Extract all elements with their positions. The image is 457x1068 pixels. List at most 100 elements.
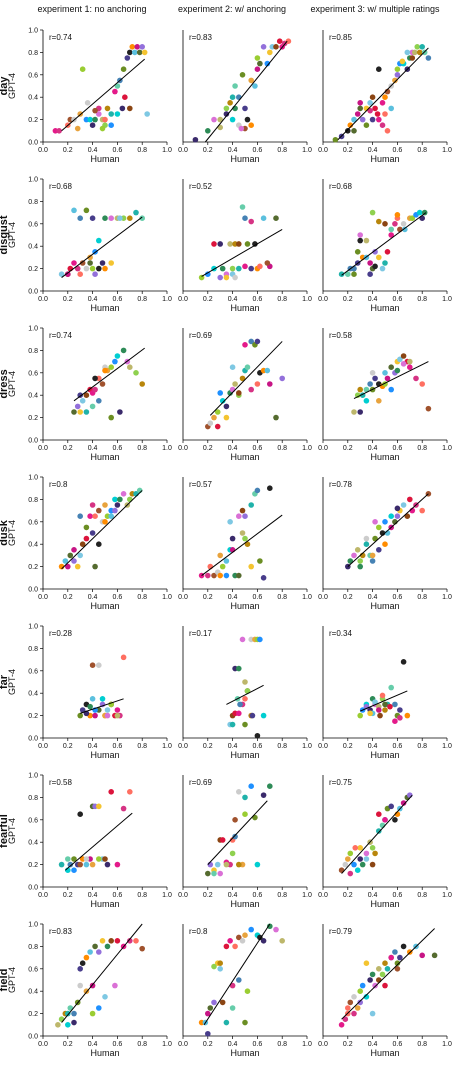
data-point bbox=[419, 952, 426, 959]
data-point bbox=[217, 552, 223, 559]
data-point bbox=[211, 963, 217, 970]
data-point bbox=[217, 572, 223, 579]
y-axis-label: GPT-4 bbox=[7, 669, 17, 695]
data-point bbox=[136, 49, 143, 56]
data-point bbox=[354, 249, 361, 255]
data-point bbox=[397, 356, 403, 363]
data-point bbox=[114, 707, 121, 713]
data-point bbox=[382, 541, 388, 547]
regression-line bbox=[209, 341, 283, 416]
data-point bbox=[134, 44, 141, 50]
data-point bbox=[254, 487, 261, 494]
data-point bbox=[248, 338, 254, 345]
data-point bbox=[127, 938, 133, 944]
data-point bbox=[237, 701, 243, 708]
data-point bbox=[372, 850, 378, 857]
data-point bbox=[347, 122, 354, 128]
scatter-panel: 0.0 0.2 0.4 0.6 0.8 1.0 Human r=0.69 bbox=[178, 328, 312, 462]
data-point bbox=[83, 954, 90, 961]
data-point bbox=[71, 547, 77, 553]
x-tick-label: 0.6 bbox=[393, 296, 403, 303]
x-axis-label: Human bbox=[370, 1048, 399, 1058]
y-tick-label: 0.6 bbox=[28, 668, 38, 675]
data-point bbox=[342, 861, 349, 868]
data-point bbox=[229, 850, 236, 857]
y-tick-label: 0.8 bbox=[28, 348, 38, 355]
x-tick-label: 0.4 bbox=[88, 743, 98, 750]
data-point bbox=[372, 105, 378, 112]
y-tick-label: 0.2 bbox=[28, 862, 38, 869]
data-point bbox=[242, 513, 248, 519]
data-point bbox=[120, 66, 127, 72]
data-point bbox=[207, 1005, 214, 1011]
data-point bbox=[217, 390, 223, 396]
data-point bbox=[127, 215, 133, 221]
data-point bbox=[254, 338, 261, 345]
y-tick-label: 0.6 bbox=[28, 817, 38, 824]
x-tick-label: 0.2 bbox=[203, 892, 213, 899]
data-point bbox=[351, 1010, 357, 1017]
x-tick-label: 0.2 bbox=[343, 147, 353, 154]
data-point bbox=[347, 558, 354, 564]
x-tick-label: 0.0 bbox=[38, 594, 48, 601]
data-point bbox=[229, 386, 236, 393]
data-point bbox=[369, 116, 376, 123]
x-tick-label: 0.8 bbox=[417, 296, 427, 303]
x-axis-label: Human bbox=[230, 1048, 259, 1058]
data-point bbox=[338, 1022, 345, 1028]
data-point bbox=[239, 204, 246, 210]
data-point bbox=[87, 513, 93, 519]
data-point bbox=[108, 414, 114, 421]
y-tick-label: 0.0 bbox=[28, 140, 38, 147]
data-point bbox=[254, 66, 261, 72]
scatter-panel: 0.0 0.2 0.4 0.6 0.8 1.0 Human r=0.69 bbox=[178, 775, 312, 909]
column-header-2: experiment 2: w/ anchoring bbox=[178, 4, 286, 14]
y-tick-label: 0.0 bbox=[28, 736, 38, 743]
data-point bbox=[363, 386, 370, 393]
data-point bbox=[211, 116, 217, 123]
data-point bbox=[236, 710, 242, 717]
data-point bbox=[244, 364, 251, 371]
y-tick-label: 0.8 bbox=[28, 944, 38, 951]
data-point bbox=[254, 381, 261, 387]
data-point bbox=[217, 960, 223, 966]
data-point bbox=[400, 361, 407, 367]
data-point bbox=[71, 558, 77, 564]
y-tick-label: 0.2 bbox=[28, 415, 38, 422]
data-point bbox=[83, 856, 90, 862]
data-point bbox=[260, 938, 267, 944]
data-point bbox=[217, 966, 223, 972]
data-point bbox=[399, 58, 406, 65]
data-point bbox=[120, 347, 127, 354]
data-point bbox=[411, 49, 418, 56]
scatter-panel: 0.0 0.2 0.4 0.6 0.8 1.0 Human r=0.85 bbox=[318, 30, 452, 164]
data-point bbox=[74, 403, 81, 410]
x-tick-label: 0.0 bbox=[178, 743, 188, 750]
data-point bbox=[92, 712, 98, 719]
data-point bbox=[242, 811, 248, 817]
x-tick-label: 0.0 bbox=[178, 296, 188, 303]
y-axis-label: GPT-4 bbox=[7, 222, 17, 248]
x-tick-label: 0.0 bbox=[178, 892, 188, 899]
correlation-label: r=0.78 bbox=[329, 480, 352, 489]
data-point bbox=[382, 817, 388, 823]
data-point bbox=[264, 367, 271, 374]
y-tick-label: 0.2 bbox=[28, 266, 38, 273]
data-point bbox=[372, 263, 378, 270]
data-point bbox=[89, 502, 96, 508]
data-point bbox=[77, 982, 83, 989]
x-tick-label: 0.0 bbox=[318, 594, 328, 601]
x-tick-label: 0.8 bbox=[137, 147, 147, 154]
data-point bbox=[77, 215, 83, 221]
y-tick-label: 0.4 bbox=[28, 95, 38, 102]
data-point bbox=[227, 241, 233, 247]
data-point bbox=[285, 38, 292, 44]
data-point bbox=[357, 845, 364, 851]
data-point bbox=[351, 116, 357, 123]
data-point bbox=[357, 999, 364, 1006]
data-point bbox=[257, 636, 263, 643]
data-point bbox=[248, 926, 254, 933]
column-header-1: experiment 1: no anchoring bbox=[37, 4, 146, 14]
data-point bbox=[205, 870, 211, 877]
